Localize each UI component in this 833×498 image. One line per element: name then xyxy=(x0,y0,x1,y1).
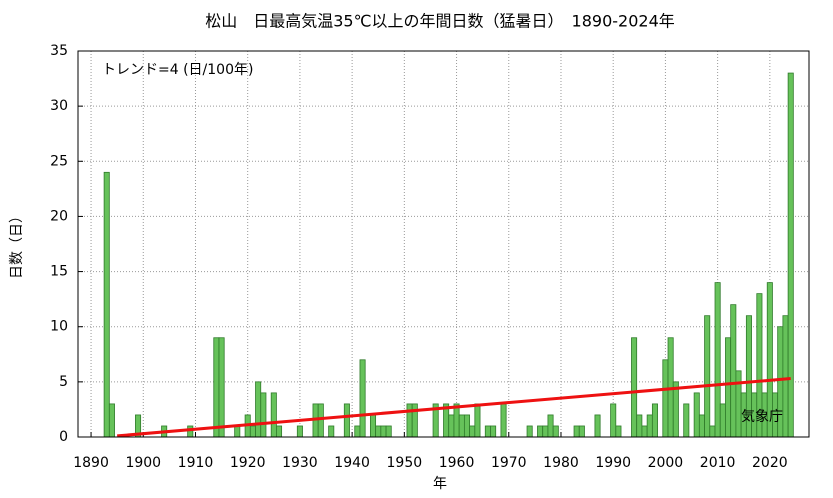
bar xyxy=(594,414,601,438)
bar xyxy=(610,403,617,438)
bar xyxy=(693,392,700,438)
y-tick-label: 10 xyxy=(50,319,68,335)
bar xyxy=(458,414,465,438)
x-tick-label: 1960 xyxy=(439,455,475,471)
bar xyxy=(296,425,303,438)
bar xyxy=(500,403,507,438)
y-tick-label: 35 xyxy=(50,43,68,59)
bar xyxy=(380,425,387,438)
bar xyxy=(615,425,622,438)
x-tick-label: 1980 xyxy=(543,455,579,471)
bar xyxy=(463,414,471,438)
bar xyxy=(484,425,491,438)
bar xyxy=(474,403,481,438)
bar xyxy=(406,403,413,438)
bar xyxy=(385,425,392,438)
bar xyxy=(108,403,115,438)
bar xyxy=(255,381,262,438)
bar xyxy=(270,392,277,438)
x-tick-label: 2020 xyxy=(752,455,788,471)
bar xyxy=(218,337,225,438)
x-tick-label: 1900 xyxy=(125,455,161,471)
annotation: トレンド=4 (日/100年) xyxy=(102,62,253,78)
x-tick-label: 1950 xyxy=(387,455,423,471)
bar xyxy=(542,425,549,438)
bar xyxy=(730,304,737,438)
x-axis-label: 年 xyxy=(433,476,447,492)
bar xyxy=(328,425,335,438)
bar xyxy=(187,425,194,438)
bar xyxy=(552,425,559,438)
bar xyxy=(526,425,533,438)
bar xyxy=(469,425,476,438)
plot-frame xyxy=(77,50,810,438)
bar xyxy=(735,370,742,438)
bar xyxy=(411,403,418,438)
bar xyxy=(213,337,220,438)
bar xyxy=(714,282,721,438)
y-tick-label: 0 xyxy=(59,429,68,445)
bar xyxy=(683,403,690,438)
bar xyxy=(573,425,580,438)
bar xyxy=(646,414,653,438)
bar xyxy=(369,414,377,438)
x-tick-label: 1930 xyxy=(282,455,318,471)
bar xyxy=(547,414,554,438)
x-tick-label: 1990 xyxy=(595,455,631,471)
bar xyxy=(103,171,110,438)
bar xyxy=(636,414,643,438)
x-tick-label: 1940 xyxy=(334,455,370,471)
bar xyxy=(375,425,382,438)
y-tick-label: 20 xyxy=(50,208,68,224)
x-tick-label: 1910 xyxy=(178,455,214,471)
bar xyxy=(234,425,241,438)
bar xyxy=(725,337,732,438)
y-tick-label: 30 xyxy=(50,98,68,114)
bar xyxy=(276,425,283,438)
y-axis-label: 日数（日） xyxy=(9,209,25,279)
bar xyxy=(672,381,679,438)
bar xyxy=(490,425,497,438)
x-tick-label: 1890 xyxy=(73,455,109,471)
bar xyxy=(537,425,544,438)
trend-line xyxy=(117,377,791,438)
bar xyxy=(249,425,256,438)
bar xyxy=(698,414,705,438)
y-tick-label: 5 xyxy=(59,374,68,390)
bar xyxy=(719,403,726,438)
x-tick-label: 2000 xyxy=(648,455,684,471)
bar xyxy=(641,425,648,438)
bar xyxy=(578,425,585,438)
bar xyxy=(260,392,267,438)
bar xyxy=(662,359,669,438)
x-tick-label: 2010 xyxy=(700,455,736,471)
bar xyxy=(317,403,324,438)
bar xyxy=(631,337,638,438)
bar xyxy=(787,72,794,438)
bar xyxy=(704,315,711,438)
bar xyxy=(448,414,455,438)
bar xyxy=(782,315,789,438)
chart-title: 松山 日最高気温35℃以上の年間日数（猛暑日） 1890-2024年 xyxy=(205,12,675,31)
y-tick-label: 25 xyxy=(50,153,68,169)
x-tick-label: 1970 xyxy=(491,455,527,471)
bar xyxy=(343,403,350,438)
annotation: 気象庁 xyxy=(741,409,783,425)
bar xyxy=(354,425,361,438)
x-tick-label: 1920 xyxy=(230,455,266,471)
bar xyxy=(651,403,658,438)
y-tick-label: 15 xyxy=(50,264,68,280)
bar xyxy=(453,403,460,438)
bar xyxy=(359,359,366,438)
bar xyxy=(709,425,716,438)
